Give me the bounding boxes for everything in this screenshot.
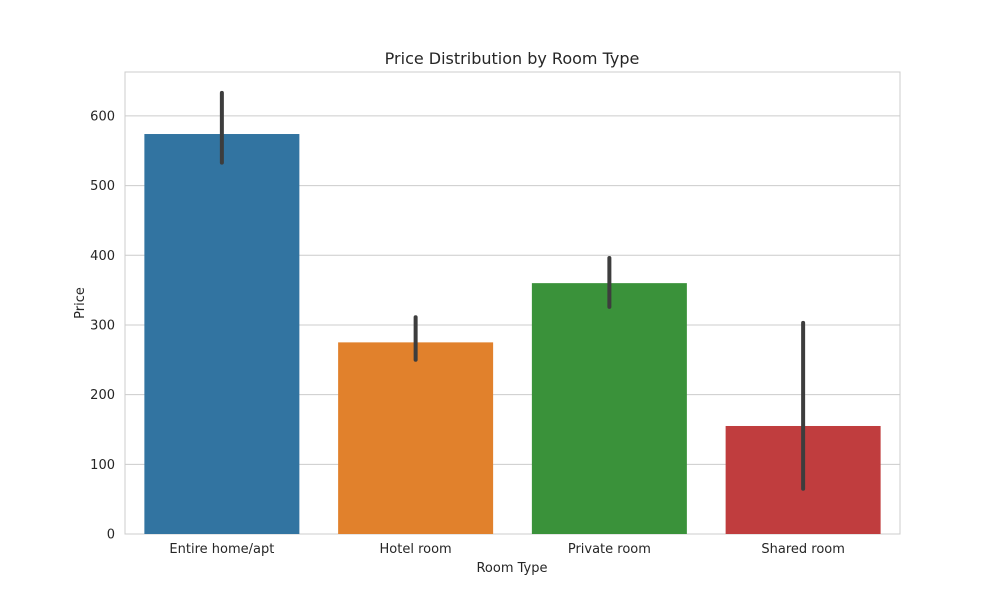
y-tick-labels: 0 100 200 300 400 500 600 (90, 109, 115, 542)
y-tick-label: 100 (90, 458, 115, 473)
chart-title: Price Distribution by Room Type (385, 49, 640, 68)
y-tick-label: 200 (90, 388, 115, 403)
y-tick-label: 500 (90, 179, 115, 194)
y-tick-label: 300 (90, 318, 115, 333)
x-tick-label: Private room (568, 542, 651, 557)
y-tick-label: 600 (90, 109, 115, 124)
x-tick-labels: Entire home/apt Hotel room Private room Sha… (169, 542, 844, 557)
bar-1 (338, 342, 494, 534)
x-tick-label: Hotel room (380, 542, 452, 557)
y-axis-label: Price (73, 287, 88, 319)
bars (144, 134, 881, 534)
x-tick-label: Shared room (761, 542, 845, 557)
bar-0 (144, 134, 300, 534)
y-tick-label: 400 (90, 249, 115, 264)
bar-2 (531, 283, 687, 534)
error-bars (219, 90, 806, 491)
y-tick-label: 0 (107, 528, 115, 543)
x-tick-label: Entire home/apt (169, 542, 274, 557)
x-axis-label: Room Type (476, 561, 547, 576)
